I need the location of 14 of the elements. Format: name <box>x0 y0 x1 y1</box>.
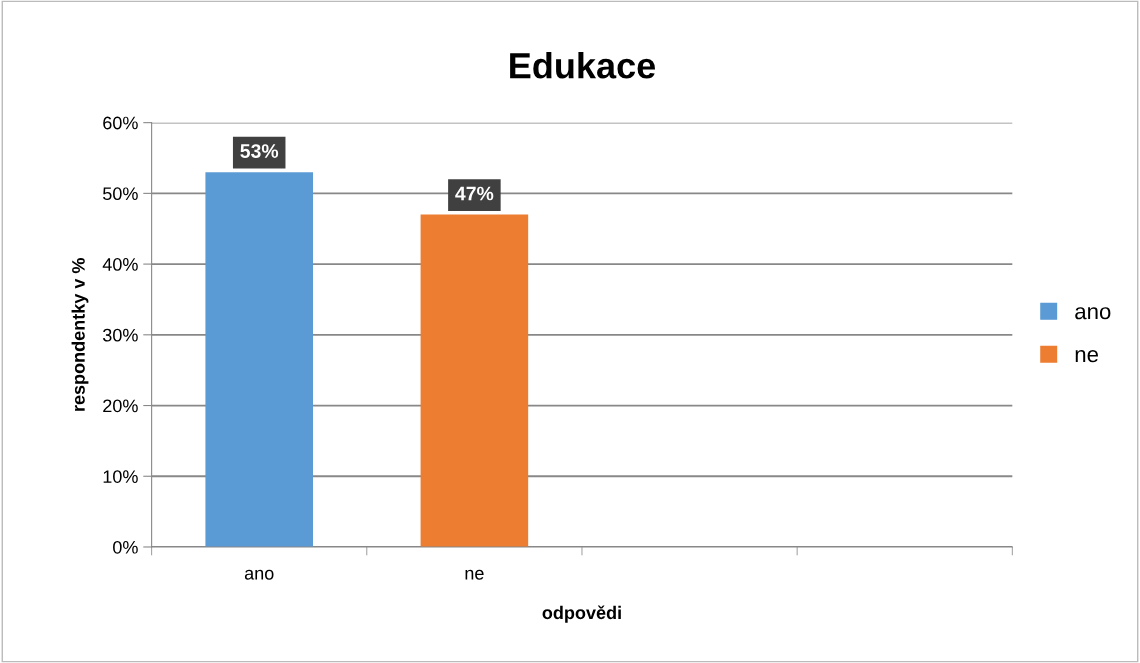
y-tick-label: 20% <box>103 399 138 413</box>
data-label: 53% <box>240 144 279 158</box>
y-tick-label: 50% <box>103 187 138 201</box>
y-tick-label: 30% <box>102 328 138 342</box>
y-tick-label: 60% <box>103 116 138 130</box>
y-tick-label: 0% <box>113 540 138 554</box>
x-axis-title: odpovědi <box>542 605 621 623</box>
legend-label: ano <box>1075 307 1111 320</box>
y-tick-label: 40% <box>102 258 138 271</box>
y-axis-title: respondentky v % <box>71 258 89 411</box>
chart-title: Edukace <box>510 52 656 79</box>
data-label: 47% <box>455 186 494 201</box>
y-tick-label: 10% <box>103 470 138 483</box>
legend-label: ne <box>1075 350 1098 363</box>
